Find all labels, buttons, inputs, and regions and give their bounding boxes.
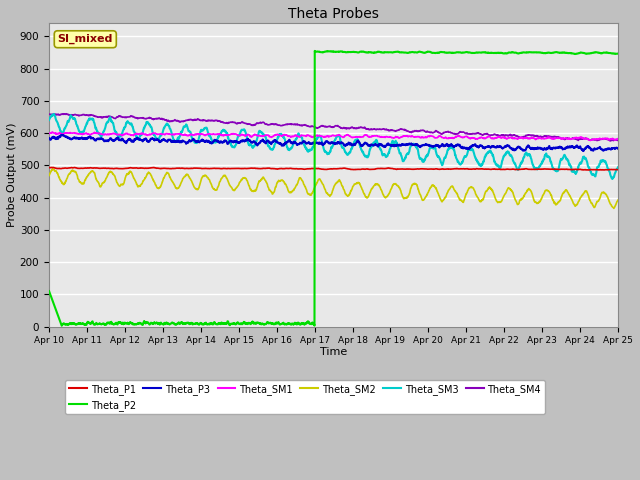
Y-axis label: Probe Output (mV): Probe Output (mV)	[7, 123, 17, 228]
Text: SI_mixed: SI_mixed	[58, 34, 113, 44]
X-axis label: Time: Time	[320, 347, 348, 357]
Legend: Theta_P1, Theta_P2, Theta_P3, Theta_SM1, Theta_SM2, Theta_SM3, Theta_SM4: Theta_P1, Theta_P2, Theta_P3, Theta_SM1,…	[65, 380, 545, 414]
Title: Theta Probes: Theta Probes	[288, 7, 379, 21]
